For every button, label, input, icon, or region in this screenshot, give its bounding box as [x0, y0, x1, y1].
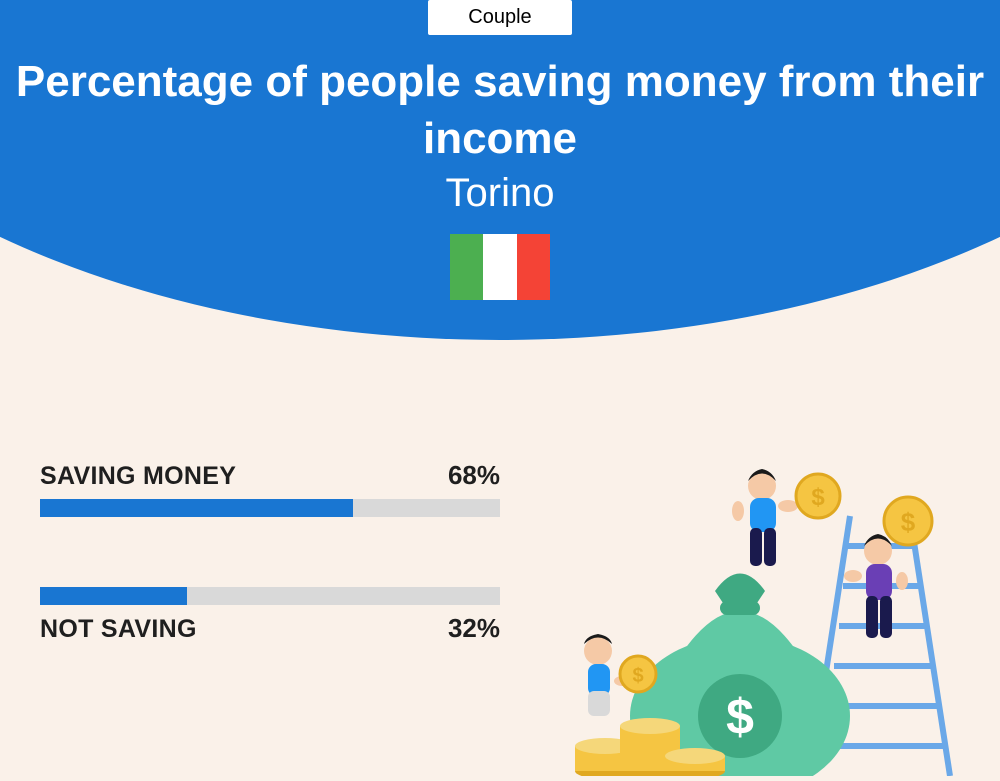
bar-value: 32%	[448, 613, 500, 644]
svg-text:$: $	[901, 507, 916, 537]
bar-fill	[40, 499, 353, 517]
italy-flag-icon	[450, 234, 550, 300]
bar-saving: SAVING MONEY 68%	[40, 460, 500, 517]
person-top-icon: $	[732, 469, 840, 566]
main-title: Percentage of people saving money from t…	[0, 53, 1000, 167]
bar-label: SAVING MONEY	[40, 462, 236, 491]
subtitle-city: Torino	[0, 171, 1000, 216]
bar-fill	[40, 587, 187, 605]
bar-track	[40, 499, 500, 517]
header: Couple Percentage of people saving money…	[0, 0, 1000, 305]
bar-value: 68%	[448, 460, 500, 491]
bar-track	[40, 587, 500, 605]
svg-text:$: $	[811, 484, 825, 511]
bar-not-saving: NOT SAVING 32%	[40, 587, 500, 644]
money-illustration: $ $	[550, 426, 970, 776]
category-badge: Couple	[428, 0, 571, 35]
flag-stripe-red	[517, 234, 550, 300]
flag-stripe-white	[483, 234, 516, 300]
bars-section: SAVING MONEY 68% NOT SAVING 32%	[40, 460, 500, 714]
svg-text:$: $	[726, 689, 754, 745]
svg-text:$: $	[632, 665, 643, 687]
flag-stripe-green	[450, 234, 483, 300]
bar-label: NOT SAVING	[40, 615, 197, 644]
